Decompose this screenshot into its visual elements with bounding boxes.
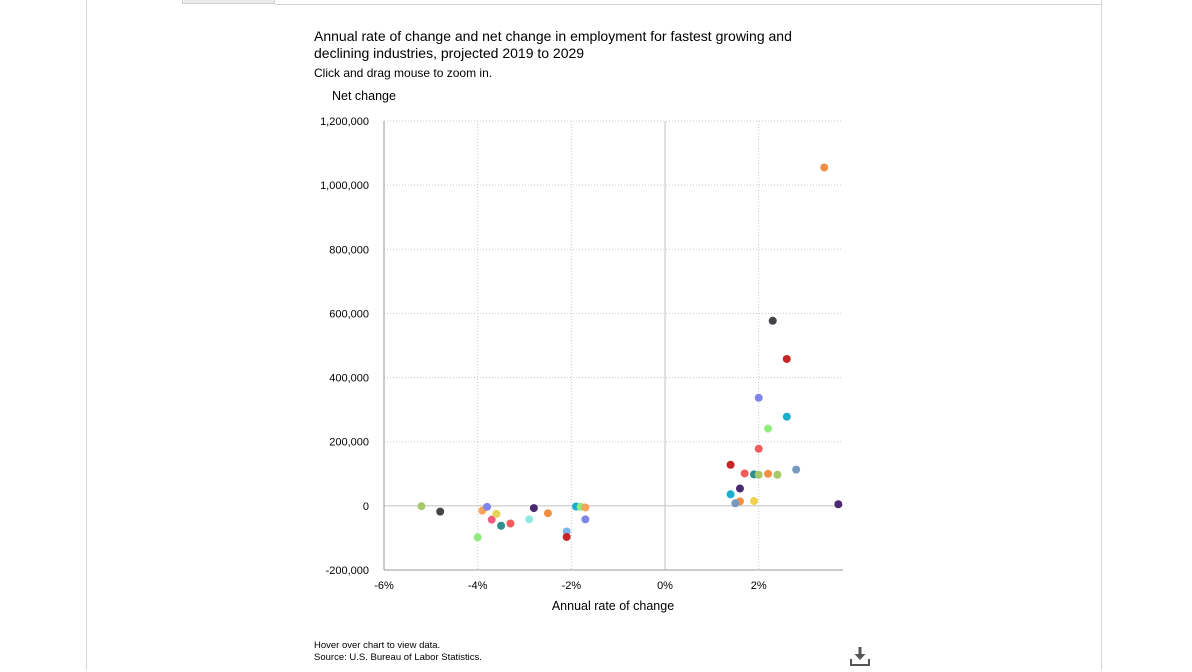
y-tick-label: 400,000 [329, 373, 369, 385]
axes [383, 121, 843, 571]
data-point[interactable] [492, 509, 501, 518]
data-point[interactable] [487, 515, 496, 524]
page-frame-left [86, 0, 87, 670]
data-point[interactable] [529, 504, 538, 513]
x-tick-label: -6% [374, 580, 394, 592]
data-point[interactable] [417, 502, 426, 511]
top-rule [275, 4, 1101, 5]
data-point[interactable] [768, 316, 777, 325]
data-point[interactable] [764, 424, 773, 433]
data-point[interactable] [740, 469, 749, 478]
data-point[interactable] [506, 519, 515, 528]
y-tick-label: 1,000,000 [320, 180, 369, 192]
y-axis-label: Net change [332, 89, 396, 103]
hover-note: Hover over chart to view data. [314, 640, 441, 651]
x-tick-label: 2% [751, 580, 767, 592]
y-tick-label: 600,000 [329, 308, 369, 320]
source-note: Source: U.S. Bureau of Labor Statistics. [314, 652, 482, 663]
data-point[interactable] [497, 521, 506, 530]
data-point[interactable] [764, 469, 773, 478]
y-tick-label: 1,200,000 [320, 116, 369, 128]
data-point[interactable] [726, 490, 735, 499]
y-tick-label: 0 [363, 501, 369, 513]
top-tab[interactable] [182, 0, 275, 4]
footer-notes: Hover over chart to view data. Source: U… [314, 640, 482, 664]
data-point[interactable] [754, 444, 763, 453]
chart-title: Annual rate of change and net change in … [314, 28, 792, 61]
x-axis-label: Annual rate of change [552, 599, 674, 613]
data-point[interactable] [543, 509, 552, 518]
grid-lines [384, 120, 843, 571]
data-points[interactable] [417, 163, 843, 542]
y-tick-label: 800,000 [329, 244, 369, 256]
data-point[interactable] [820, 163, 829, 172]
tick-labels: -200,000 0 200,000 400,000 600,000 800,000 1,0… [320, 116, 767, 592]
chart-subtitle: Click and drag mouse to zoom in. [314, 66, 493, 80]
data-point[interactable] [731, 499, 740, 508]
data-point[interactable] [525, 515, 534, 524]
x-tick-label: -2% [562, 580, 582, 592]
download-button[interactable] [848, 645, 872, 667]
data-point[interactable] [754, 393, 763, 402]
data-point[interactable] [782, 412, 791, 421]
data-point[interactable] [473, 533, 482, 542]
x-tick-label: 0% [657, 580, 673, 592]
download-icon [850, 647, 870, 666]
data-point[interactable] [726, 460, 735, 469]
data-point[interactable] [581, 503, 590, 512]
data-point[interactable] [750, 497, 759, 506]
y-tick-label: -200,000 [326, 565, 369, 577]
y-tick-label: 200,000 [329, 437, 369, 449]
data-point[interactable] [792, 465, 801, 474]
data-point[interactable] [483, 502, 492, 511]
data-point[interactable] [562, 532, 571, 541]
data-point[interactable] [735, 484, 744, 493]
data-point[interactable] [581, 515, 590, 524]
data-point[interactable] [773, 470, 782, 479]
data-point[interactable] [834, 500, 843, 509]
data-point[interactable] [754, 470, 763, 479]
data-point[interactable] [436, 507, 445, 516]
x-tick-label: -4% [468, 580, 488, 592]
data-point[interactable] [782, 354, 791, 363]
page-frame-right [1101, 0, 1102, 670]
